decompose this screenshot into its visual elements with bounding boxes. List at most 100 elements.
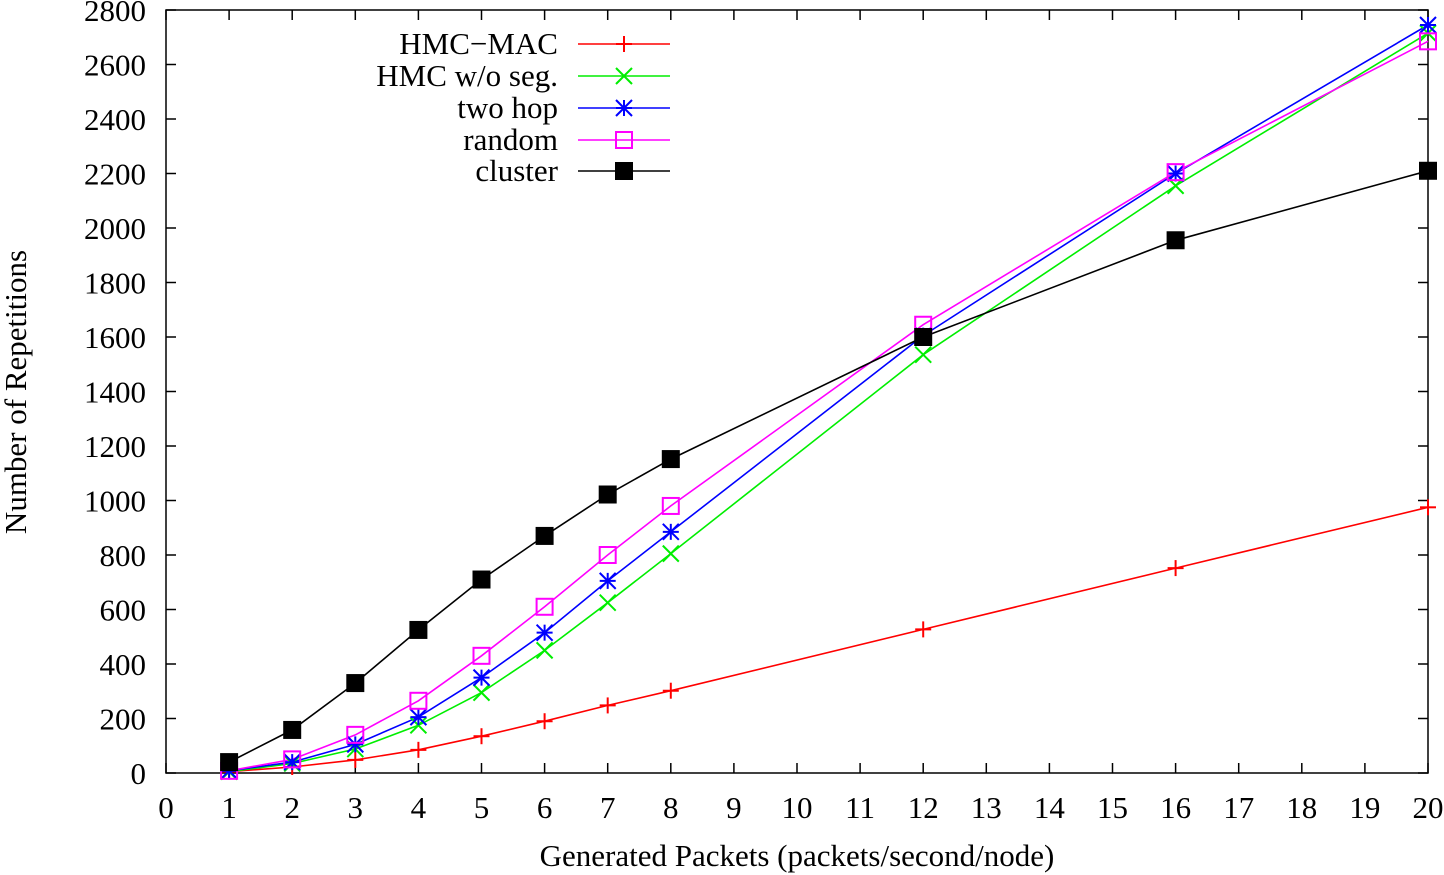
data-point [1420, 499, 1436, 516]
x-tick-label: 4 [411, 790, 427, 825]
data-point [409, 691, 428, 710]
series-line [229, 506, 1429, 773]
data-point [409, 716, 428, 735]
data-point [346, 735, 365, 754]
y-tick-label: 200 [100, 702, 147, 737]
data-point [346, 674, 365, 693]
data-point [598, 593, 617, 612]
series-line [228, 32, 1429, 773]
data-point [535, 597, 554, 616]
legend-label: random [463, 122, 558, 157]
data-point [347, 751, 364, 768]
data-point [473, 728, 490, 745]
x-tick-label: 14 [1034, 790, 1066, 825]
data-point [914, 328, 933, 346]
y-tick-label: 2200 [84, 157, 146, 192]
x-tick-label: 0 [158, 790, 174, 825]
x-tick-label: 17 [1223, 790, 1254, 825]
x-tick-label: 1 [221, 790, 237, 825]
y-tick-label: 600 [100, 593, 147, 628]
y-tick-label: 1600 [84, 320, 146, 355]
data-point [472, 646, 491, 665]
data-point [662, 682, 679, 699]
data-point [598, 546, 617, 564]
y-tick-label: 2800 [84, 0, 146, 28]
x-axis: 0 1 2 3 4 5 6 7 8 9 10 11 12 13 14 15 16 17 18 19 20 [158, 10, 1444, 825]
data-point [598, 485, 617, 504]
x-tick-label: 8 [663, 790, 679, 825]
legend-label: two hop [457, 90, 558, 125]
y-tick-label: 1800 [84, 266, 146, 301]
data-point [661, 450, 680, 469]
x-tick-label: 13 [971, 790, 1002, 825]
x-tick-label: 2 [284, 790, 300, 825]
legend-label: HMC w/o seg. [376, 58, 558, 93]
data-point [472, 570, 491, 589]
x-tick-label: 12 [908, 790, 939, 825]
data-point [220, 753, 239, 772]
x-tick-label: 20 [1413, 790, 1444, 825]
data-point [346, 725, 365, 744]
y-tick-label: 800 [100, 538, 147, 573]
data-point [1419, 32, 1437, 51]
y-tick-label: 2600 [84, 48, 146, 83]
data-point [1166, 164, 1185, 183]
data-point [661, 496, 680, 515]
legend-label: HMC−MAC [399, 26, 558, 61]
data-point [915, 621, 932, 638]
data-point [535, 623, 554, 642]
series-line [228, 40, 1429, 772]
data-point [409, 620, 428, 639]
data-point [535, 641, 554, 660]
data-point [662, 523, 680, 541]
series-line [228, 24, 1429, 772]
data-point [1166, 231, 1185, 250]
data-point [599, 697, 616, 714]
data-point [472, 683, 491, 702]
data-point [472, 668, 491, 687]
x-axis-label: Generated Packets (packets/second/node) [540, 838, 1055, 873]
x-tick-label: 19 [1349, 790, 1380, 825]
legend-marker [615, 99, 633, 117]
x-tick-label: 7 [600, 790, 616, 825]
data-point [410, 741, 427, 758]
data-point [1419, 161, 1437, 180]
legend-marker [615, 162, 633, 180]
x-tick-label: 6 [537, 790, 553, 825]
plot-frame [165, 9, 1429, 774]
x-tick-label: 9 [726, 790, 742, 825]
series-line [228, 170, 1429, 763]
y-tick-label: 2000 [84, 211, 146, 246]
legend-label: cluster [475, 153, 558, 188]
data-point [1166, 163, 1185, 182]
data-point [535, 526, 554, 545]
data-point [409, 708, 428, 726]
legend-marker [615, 131, 633, 149]
data-point [914, 346, 932, 364]
y-axis: 0 200 400 600 800 1000 1200 1400 1600 1800 2000 220… [84, 0, 1428, 791]
y-axis-label: Number of Repetitions [0, 250, 33, 534]
x-tick-label: 5 [474, 790, 490, 825]
y-tick-label: 1000 [84, 484, 146, 519]
x-tick-label: 16 [1160, 790, 1191, 825]
x-tick-label: 15 [1097, 790, 1128, 825]
y-tick-label: 0 [131, 756, 147, 791]
data-point [1419, 16, 1437, 34]
data-point [1167, 560, 1184, 577]
legend-marker [616, 36, 632, 52]
data-point [283, 750, 302, 769]
y-tick-label: 2400 [84, 102, 146, 137]
x-tick-label: 11 [845, 790, 875, 825]
data-point [536, 713, 553, 730]
y-tick-label: 400 [100, 647, 147, 682]
x-tick-label: 10 [782, 790, 813, 825]
data-point [662, 544, 680, 563]
series-markers [220, 16, 1437, 781]
legend-marker [615, 67, 633, 85]
y-tick-label: 1200 [84, 429, 146, 464]
x-tick-label: 18 [1286, 790, 1317, 825]
series-lines [228, 24, 1429, 773]
data-point [598, 572, 617, 590]
